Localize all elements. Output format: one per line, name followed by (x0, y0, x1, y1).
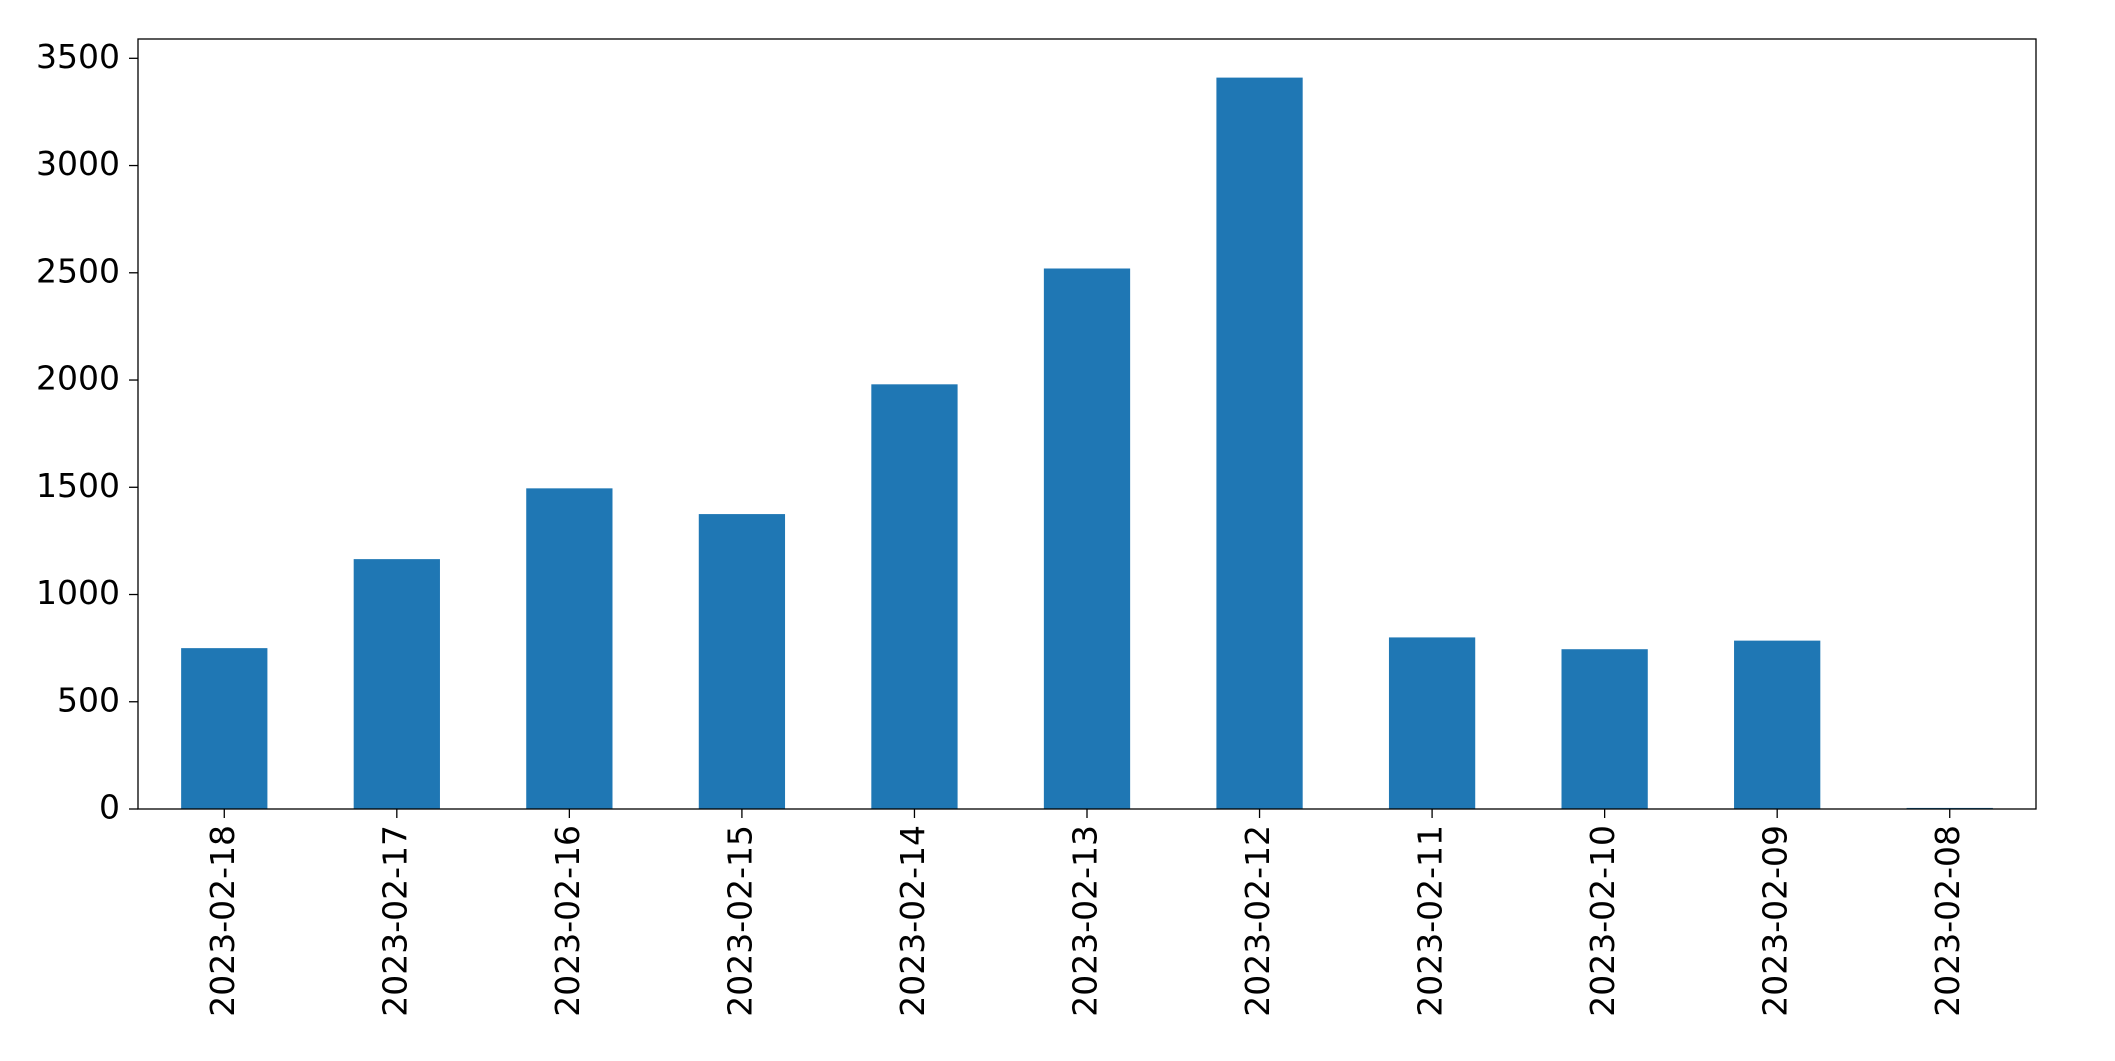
x-tick-label: 2023-02-10 (1583, 825, 1622, 1017)
x-tick-label: 2023-02-17 (375, 825, 414, 1017)
bar (1734, 640, 1821, 809)
y-tick-label: 1000 (36, 573, 120, 612)
y-tick-label: 0 (99, 788, 120, 827)
y-tick-label: 3500 (36, 37, 120, 76)
x-tick-label: 2023-02-16 (548, 825, 587, 1017)
bar (871, 384, 958, 809)
bar (1388, 637, 1476, 809)
bar (1216, 77, 1303, 809)
x-tick-label: 2023-02-13 (1066, 825, 1105, 1017)
x-tick-label: 2023-02-15 (720, 825, 759, 1017)
y-tick-label: 3000 (36, 144, 120, 183)
bar (526, 488, 613, 809)
plot-frame (137, 38, 2037, 810)
y-tick-label: 1500 (36, 466, 120, 505)
x-tick-label: 2023-02-09 (1756, 825, 1795, 1017)
x-tick-label: 2023-02-12 (1238, 825, 1277, 1017)
y-tick-label: 2500 (36, 251, 120, 290)
x-tick-label: 2023-02-18 (203, 825, 242, 1017)
bar (181, 648, 268, 809)
x-tick-label: 2023-02-08 (1928, 825, 1967, 1017)
bar (698, 514, 786, 809)
x-tick-label: 2023-02-14 (893, 825, 932, 1017)
bar (1561, 649, 1648, 809)
y-tick-label: 2000 (36, 359, 120, 398)
y-tick-label: 500 (57, 680, 120, 719)
bar (1043, 268, 1131, 809)
bar (353, 559, 440, 809)
x-tick-label: 2023-02-11 (1411, 825, 1450, 1017)
